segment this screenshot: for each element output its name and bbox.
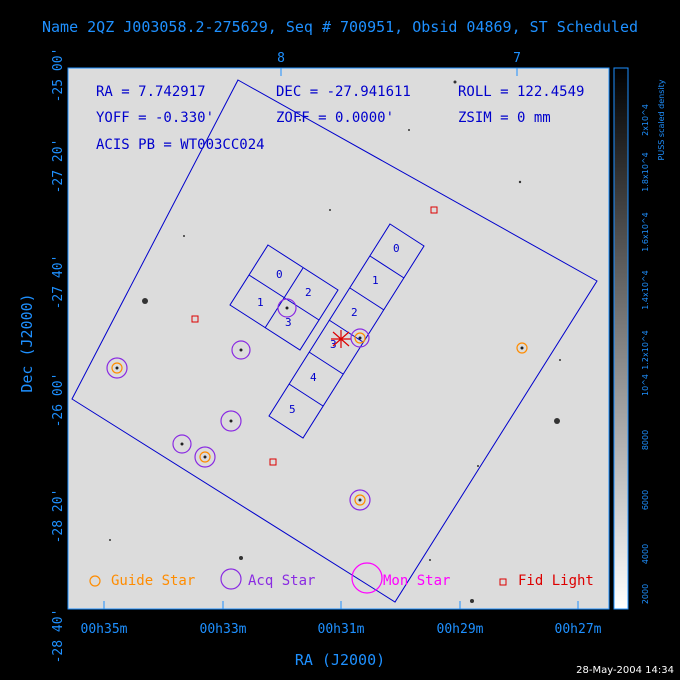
chip-label-i2: 2 [305, 286, 312, 299]
guide-stars [111, 332, 528, 506]
colorbar [613, 67, 629, 610]
y-tick-label: -28 20' [51, 489, 66, 544]
yoff-value: YOFF = -0.330' [96, 110, 214, 126]
chip-label-i1: 1 [257, 296, 264, 309]
guide-star [111, 362, 123, 374]
x-tick-label: 00h33m [200, 622, 247, 637]
chip-label-s3: 3 [330, 338, 337, 351]
legend-guide-icon [89, 575, 101, 587]
chip-label-s1: 1 [372, 274, 379, 287]
x-tick-labels: 00h35m 00h33m 00h31m 00h29m 00h27m 8 7 [81, 51, 602, 637]
chip-label-i3: 3 [285, 316, 292, 329]
background-stars [109, 80, 561, 603]
acis-i-array [229, 244, 339, 351]
dec-value: DEC = -27.941611 [276, 84, 411, 100]
legend-fid-label: Fid Light [518, 573, 594, 589]
y-tick-label: -27 20' [51, 139, 66, 194]
legend: Guide Star Acq Star Mon Star Fid Light [89, 562, 594, 594]
acq-star [106, 357, 128, 379]
acq-star [277, 298, 297, 318]
y-tick-label: -27 40' [51, 255, 66, 310]
colorbar-label: 6000 [641, 490, 650, 510]
fid-light [269, 458, 277, 466]
top-tick-label: 8 [277, 51, 285, 66]
timestamp: 28-May-2004 14:34 [576, 665, 674, 676]
x-tick-label: 00h31m [318, 622, 365, 637]
y-tick-label: -25 00' [51, 48, 66, 103]
acq-star [194, 446, 216, 468]
acq-stars [106, 298, 371, 511]
x-tick-label: 00h35m [81, 622, 128, 637]
fid-light [191, 315, 199, 323]
x-tick-label: 00h29m [437, 622, 484, 637]
colorbar-label: 1.4x10^4 [641, 270, 650, 309]
field-of-view [71, 79, 598, 603]
ra-value: RA = 7.742917 [96, 84, 206, 100]
chip-label-s4: 4 [310, 371, 317, 384]
acq-star [172, 434, 192, 454]
guide-star [354, 494, 366, 506]
zsim-value: ZSIM = 0 mm [458, 110, 551, 126]
fid-lights [191, 206, 438, 466]
target-marker [331, 330, 351, 348]
star-centers [115, 306, 524, 502]
colorbar-label: 4000 [641, 544, 650, 564]
guide-star [354, 332, 366, 344]
colorbar-label: 1.2x10^4 [641, 330, 650, 369]
colorbar-label: 1.6x10^4 [641, 212, 650, 251]
legend-acq-icon [220, 568, 242, 590]
fid-light [430, 206, 438, 214]
roll-value: ROLL = 122.4549 [458, 84, 584, 100]
x-ticks [103, 68, 579, 609]
zoff-value: ZOFF = 0.0000' [276, 110, 394, 126]
x-axis-title: RA (J2000) [294, 651, 386, 669]
colorbar-label: 10^4 [641, 374, 650, 396]
colorbar-label: 2000 [641, 584, 650, 604]
top-tick-label: 7 [513, 51, 521, 66]
y-axis-title: Dec (J2000) [18, 293, 36, 393]
chip-label-s2: 2 [351, 306, 358, 319]
chip-label-s5: 5 [289, 403, 296, 416]
chip-labels: 0 2 1 3 0 1 2 3 4 5 [257, 242, 400, 416]
acq-star [231, 340, 251, 360]
acq-star [350, 328, 370, 348]
legend-guide-label: Guide Star [111, 573, 195, 589]
acq-star [349, 489, 371, 511]
guide-star [199, 451, 211, 463]
colorbar-label: 2x10^4 [641, 104, 650, 136]
legend-mon-icon [351, 562, 383, 594]
chip-label-i0: 0 [276, 268, 283, 281]
legend-acq-label: Acq Star [248, 573, 315, 589]
colorbar-title: PUSS scaled density [657, 79, 666, 160]
acis-s-array [268, 223, 425, 439]
legend-mon-label: Mon Star [383, 573, 450, 589]
y-tick-label: -28 40' [51, 609, 66, 664]
acq-star [220, 410, 242, 432]
colorbar-labels: PUSS scaled density 2x10^4 1.8x10^4 1.6x… [641, 79, 666, 604]
colorbar-label: 1.8x10^4 [641, 152, 650, 191]
x-tick-label: 00h27m [555, 622, 602, 637]
colorbar-label: 8000 [641, 430, 650, 450]
y-tick-label: -26 00' [51, 373, 66, 428]
chip-label-s0: 0 [393, 242, 400, 255]
acis-value: ACIS PB = WT003CC024 [96, 137, 265, 153]
legend-fid-icon [499, 578, 507, 586]
page-title: Name 2QZ J003058.2-275629, Seq # 700951,… [41, 18, 639, 36]
info-panel: RA = 7.742917 DEC = -27.941611 ROLL = 12… [96, 84, 584, 153]
y-tick-labels: -25 00' -27 20' -27 40' -26 00' -28 20' … [51, 48, 66, 664]
guide-star [516, 342, 528, 354]
